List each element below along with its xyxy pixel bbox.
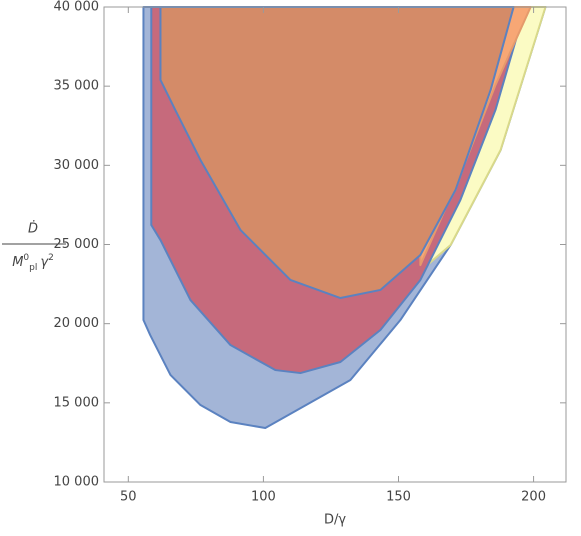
y-label-part: γ: [40, 255, 49, 270]
region: [159, 6, 515, 300]
y-tick-label: 20 000: [54, 316, 100, 331]
y-tick-label: 15 000: [54, 395, 100, 410]
y-tick-label: 30 000: [54, 158, 100, 173]
x-tick-label: 100: [251, 490, 276, 505]
y-label-denominator: M0pl γ2: [12, 253, 54, 273]
x-tick-label: 200: [521, 490, 546, 505]
y-tick-label: 40 000: [54, 0, 100, 15]
y-tick-label: 35 000: [54, 79, 100, 94]
y-tick-label: 10 000: [54, 475, 100, 490]
y-label-part: 0: [23, 253, 29, 263]
x-tick-label: 50: [120, 490, 137, 505]
y-axis-label: Ḋ M0pl γ2: [2, 221, 66, 273]
x-axis-label: D/γ: [324, 513, 346, 528]
y-label-part: 2: [48, 253, 54, 263]
y-label-numerator: Ḋ: [28, 221, 38, 237]
y-label-part: pl: [29, 263, 37, 273]
y-tick-label: 25 000: [54, 237, 100, 252]
x-tick-label: 150: [386, 490, 411, 505]
y-label-part: M: [12, 255, 23, 270]
